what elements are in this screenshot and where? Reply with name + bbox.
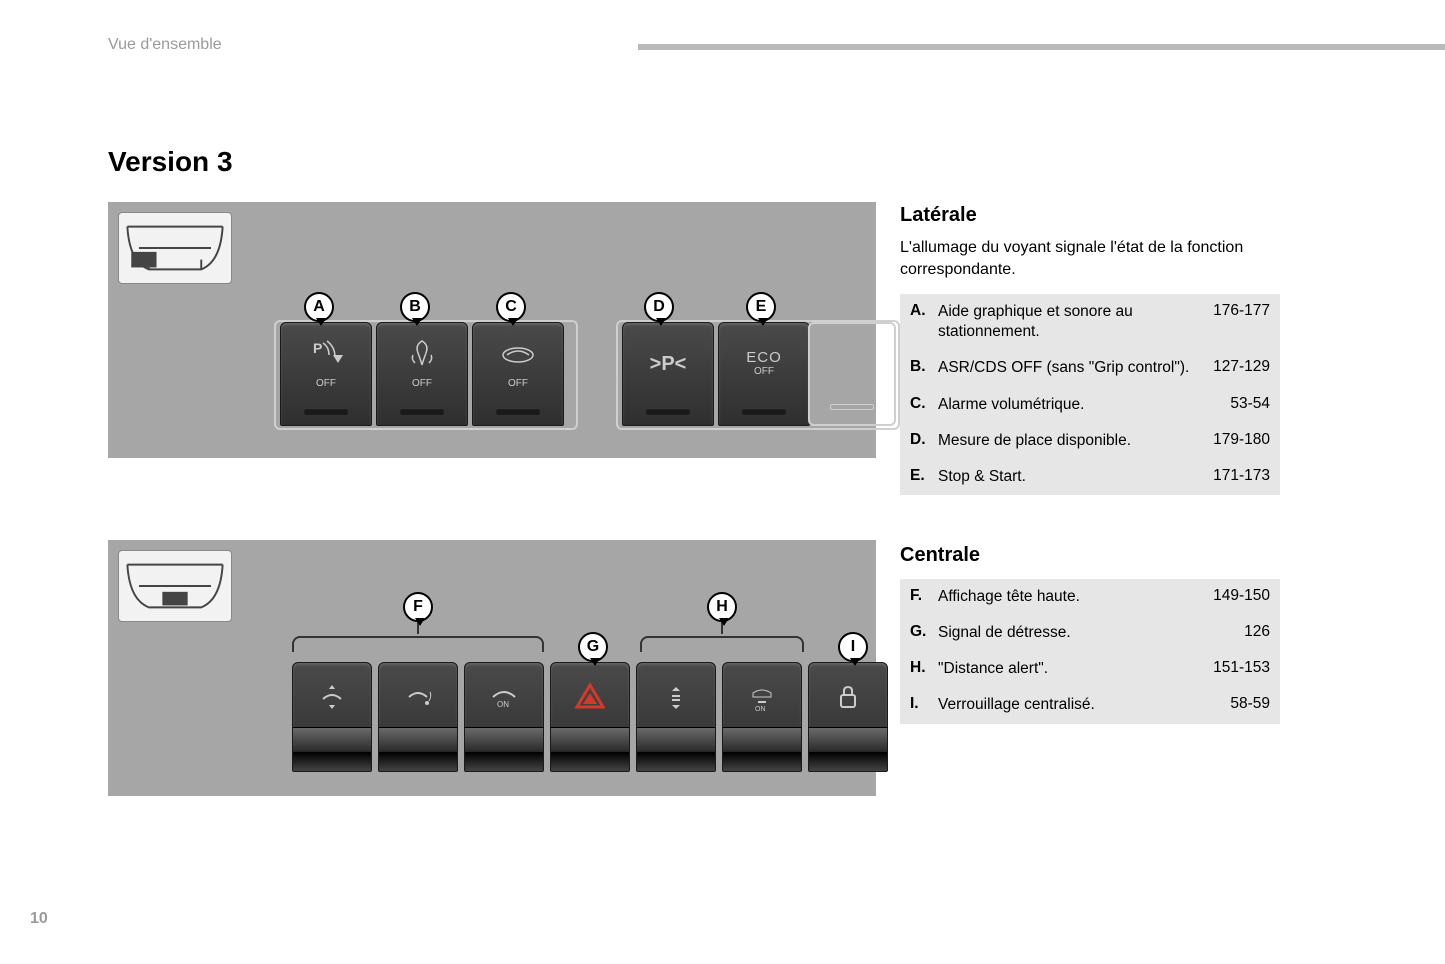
hud-on-button: ON (464, 662, 544, 772)
central-buttons-figure: F G H I ON ON (108, 540, 876, 796)
page-title: Version 3 (108, 146, 233, 178)
callout-badge: F (403, 592, 433, 622)
item-pages: 151-153 (1213, 659, 1270, 677)
list-item: I.Verrouillage centralisé.58-59 (900, 687, 1280, 723)
svg-text:ON: ON (755, 706, 766, 713)
page-number: 10 (30, 910, 48, 928)
distance-car-icon: ON (741, 675, 783, 717)
item-pages: 179-180 (1213, 431, 1270, 449)
laterale-list: A.Aide graphique et sonore au stationnem… (900, 294, 1280, 495)
section-heading: Centrale (900, 544, 1280, 567)
list-item: H."Distance alert".151-153 (900, 651, 1280, 687)
button-label: ECO (719, 349, 809, 366)
item-pages: 176-177 (1213, 302, 1270, 320)
centrale-list: F.Affichage tête haute.149-150 G.Signal … (900, 579, 1280, 724)
button-sublabel: OFF (377, 378, 467, 389)
distance-adjust-icon (655, 675, 697, 717)
lock-icon (827, 675, 869, 717)
item-desc: Verrouillage centralisé. (938, 695, 1230, 715)
list-item: F.Affichage tête haute.149-150 (900, 579, 1280, 615)
item-desc: Stop & Start. (938, 467, 1213, 487)
section-intro: L'allumage du voyant signale l'état de l… (900, 237, 1280, 280)
item-desc: Alarme volumétrique. (938, 395, 1230, 415)
traction-control-icon (401, 333, 443, 375)
item-desc: Signal de détresse. (938, 623, 1244, 643)
callout-badge: E (746, 292, 776, 322)
section-heading: Latérale (900, 204, 1280, 227)
volumetric-alarm-button: OFF (472, 322, 564, 426)
hazard-triangle-icon (569, 675, 611, 717)
item-desc: Affichage tête haute. (938, 587, 1213, 607)
item-desc: ASR/CDS OFF (sans "Grip control"). (938, 358, 1213, 378)
item-pages: 53-54 (1230, 395, 1270, 413)
bracket-h (640, 636, 804, 652)
asr-off-button: OFF (376, 322, 468, 426)
item-desc: Mesure de place disponible. (938, 431, 1213, 451)
item-pages: 126 (1244, 623, 1270, 641)
item-letter: A. (910, 302, 938, 320)
list-item: B.ASR/CDS OFF (sans "Grip control").127-… (900, 350, 1280, 386)
callout-badge: B (400, 292, 430, 322)
callout-badge: A (304, 292, 334, 322)
eco-off-button: ECO OFF (718, 322, 810, 426)
item-letter: H. (910, 659, 938, 677)
item-desc: "Distance alert". (938, 659, 1213, 679)
parking-assist-button: P OFF (280, 322, 372, 426)
list-item: G.Signal de détresse.126 (900, 615, 1280, 651)
svg-text:ON: ON (497, 700, 509, 709)
callout-badge: H (707, 592, 737, 622)
car-interior-icon (497, 333, 539, 375)
parking-sensor-icon: P (305, 333, 347, 375)
callout-badge: D (644, 292, 674, 322)
item-pages: 171-173 (1213, 467, 1270, 485)
callout-badge: I (838, 632, 868, 662)
hud-on-icon: ON (483, 675, 525, 717)
button-label: >P< (623, 353, 713, 376)
blank-button-slot (808, 322, 896, 426)
item-letter: B. (910, 358, 938, 376)
item-letter: D. (910, 431, 938, 449)
bracket-f (292, 636, 544, 652)
parking-space-button: >P< (622, 322, 714, 426)
item-pages: 127-129 (1213, 358, 1270, 376)
header-divider (638, 44, 1445, 50)
dashboard-thumbnail-icon (118, 550, 232, 622)
button-sublabel: OFF (719, 366, 809, 377)
hud-adjust-icon (397, 675, 439, 717)
item-letter: E. (910, 467, 938, 485)
list-item: C.Alarme volumétrique.53-54 (900, 387, 1280, 423)
central-lock-button (808, 662, 888, 772)
svg-text:P: P (313, 340, 322, 356)
item-letter: I. (910, 695, 938, 713)
distance-alert-on-button: ON (722, 662, 802, 772)
item-letter: G. (910, 623, 938, 641)
breadcrumb: Vue d'ensemble (108, 36, 222, 54)
distance-alert-adjust-button (636, 662, 716, 772)
item-letter: C. (910, 395, 938, 413)
hazard-lights-button (550, 662, 630, 772)
list-item: A.Aide graphique et sonore au stationnem… (900, 294, 1280, 350)
button-sublabel: OFF (473, 378, 563, 389)
list-item: D.Mesure de place disponible.179-180 (900, 423, 1280, 459)
list-item: E.Stop & Start.171-173 (900, 459, 1280, 495)
lateral-buttons-figure: A B C D E P OFF OFF OFF >P< ECO OFF (108, 202, 876, 458)
hud-adjust-icon (311, 675, 353, 717)
button-sublabel: OFF (281, 378, 371, 389)
callout-badge: C (496, 292, 526, 322)
centrale-section: Centrale F.Affichage tête haute.149-150 … (900, 544, 1280, 724)
laterale-section: Latérale L'allumage du voyant signale l'… (900, 204, 1280, 495)
dashboard-thumbnail-icon (118, 212, 232, 284)
callout-badge: G (578, 632, 608, 662)
hud-position-button (378, 662, 458, 772)
item-letter: F. (910, 587, 938, 605)
hud-brightness-button (292, 662, 372, 772)
item-desc: Aide graphique et sonore au stationnemen… (938, 302, 1213, 342)
item-pages: 149-150 (1213, 587, 1270, 605)
item-pages: 58-59 (1230, 695, 1270, 713)
